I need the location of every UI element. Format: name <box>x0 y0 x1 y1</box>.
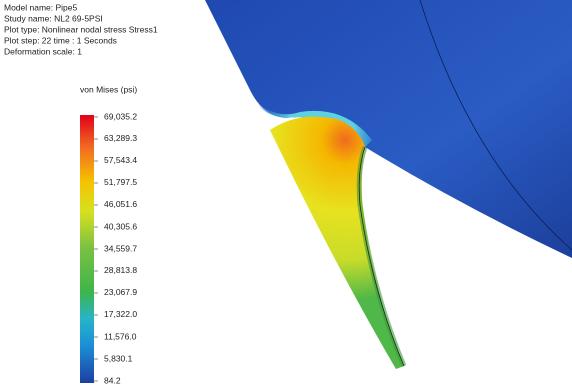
colorbar-tick-label: 17,322.0 <box>104 309 137 319</box>
pipe-sheet <box>205 0 572 258</box>
colorbar-tick-label: 69,035.2 <box>104 111 137 121</box>
colorbar-title: von Mises (psi) <box>80 84 137 94</box>
colorbar-tick-label: 11,576.0 <box>104 331 137 341</box>
model <box>205 0 572 369</box>
colorbar-tick-label: 57,543.4 <box>104 155 137 165</box>
colorbar-tick-label: 63,289.3 <box>104 133 137 143</box>
colorbar-tick-label: 84.2 <box>104 375 121 385</box>
colorbar-tick-label: 46,051.6 <box>104 199 137 209</box>
colorbar-tick-label: 5,830.1 <box>104 353 133 363</box>
header: Model name: Pipe5 Study name: NL2 69-5PS… <box>4 2 158 56</box>
header-line: Plot type: Nonlinear nodal stress Stress… <box>4 24 158 34</box>
header-line: Deformation scale: 1 <box>4 46 82 56</box>
header-line: Plot step: 22 time : 1 Seconds <box>4 35 117 45</box>
screenshot: Model name: Pipe5 Study name: NL2 69-5PS… <box>0 0 572 387</box>
colorbar-tick-label: 40,305.6 <box>104 221 137 231</box>
colorbar-ramp <box>80 115 94 383</box>
colorbar-tick-label: 23,067.9 <box>104 287 137 297</box>
header-line: Study name: NL2 69-5PSI <box>4 13 103 23</box>
colorbar-tick-label: 34,559.7 <box>104 243 137 253</box>
colorbar-tick-label: 51,797.5 <box>104 177 137 187</box>
colorbar-tick-label: 28,813.8 <box>104 265 137 275</box>
colorbar: von Mises (psi) 69,035.2 63,289.3 57,543.4… <box>80 84 137 385</box>
header-line: Model name: Pipe5 <box>4 2 78 12</box>
page: Model name: Pipe5 Study name: NL2 69-5PS… <box>0 0 572 387</box>
